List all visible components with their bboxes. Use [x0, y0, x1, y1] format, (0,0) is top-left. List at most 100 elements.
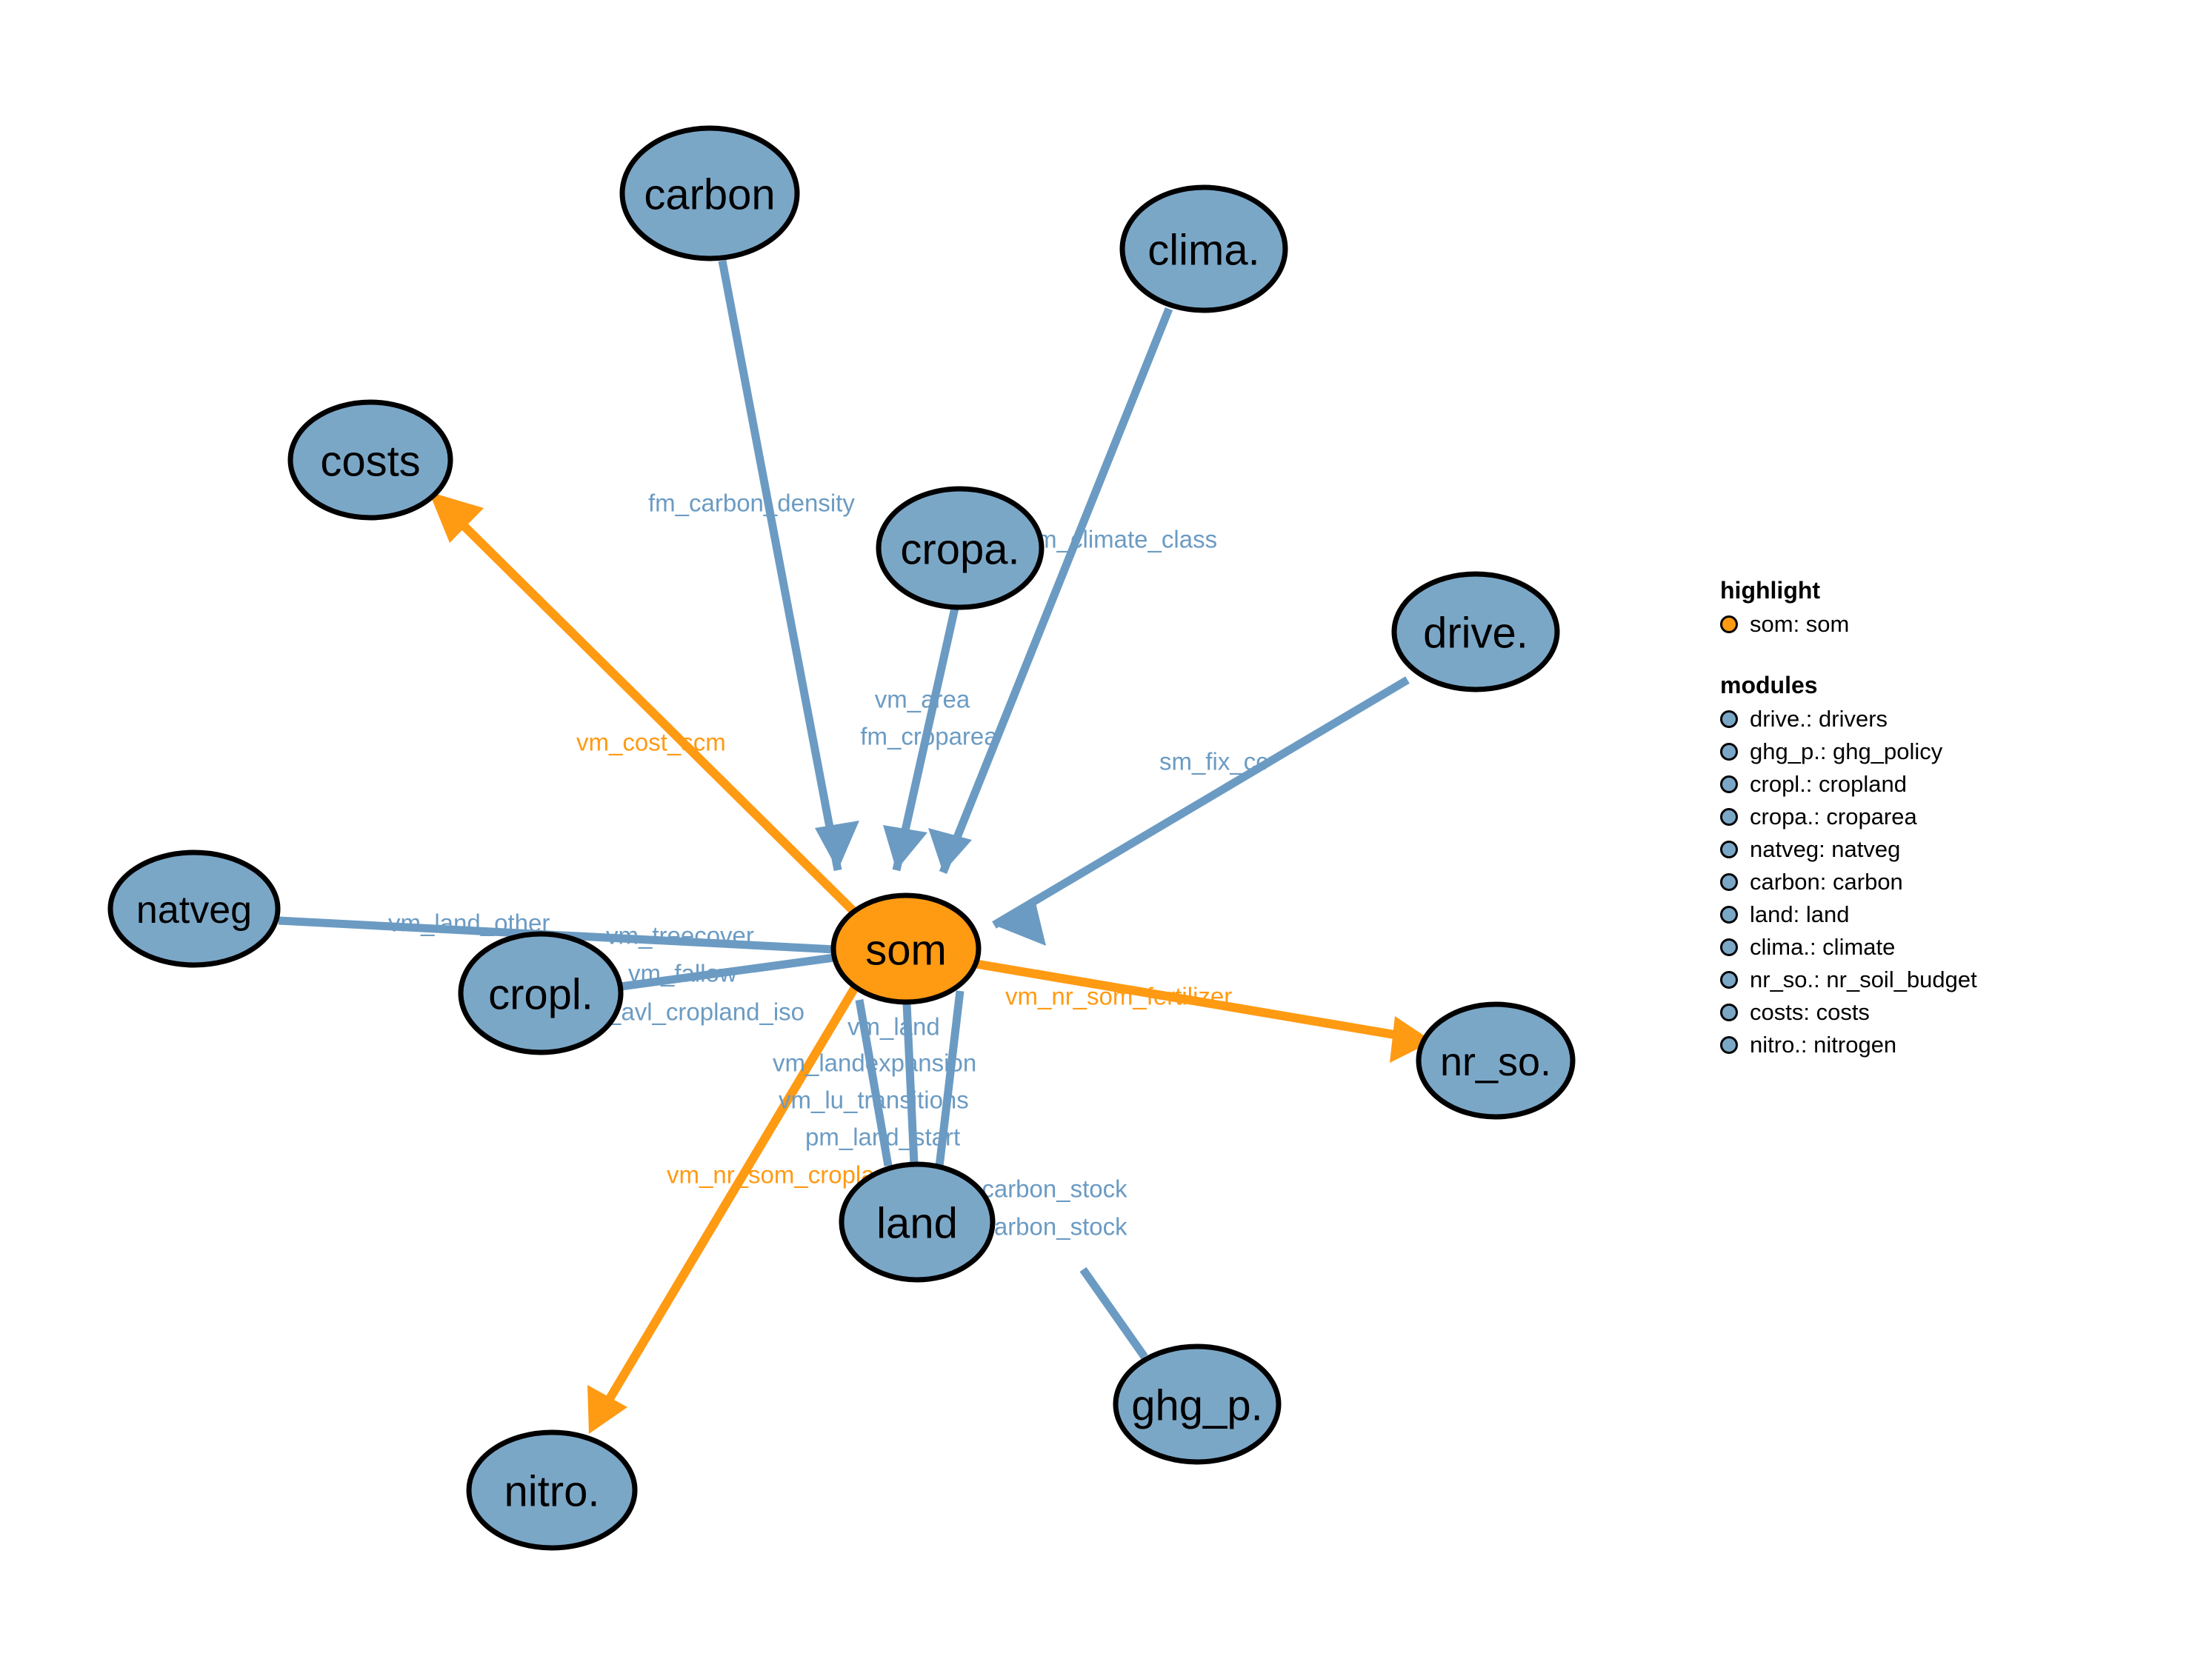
- legend-item[interactable]: nr_so.: nr_soil_budget: [1720, 964, 2135, 996]
- node-shape[interactable]: [876, 486, 1045, 610]
- edge-label: vm_fallow: [628, 960, 737, 987]
- legend-item-label: carbon: carbon: [1750, 869, 1903, 895]
- edge-label: fm_climate_class: [1030, 526, 1217, 553]
- node-layer: carbon clima. costs cropa. drive. natveg cropl…: [107, 125, 1576, 1551]
- node-shape[interactable]: [107, 849, 281, 968]
- node-shape[interactable]: [1113, 1343, 1282, 1465]
- legend-item[interactable]: costs: costs: [1720, 996, 2135, 1029]
- edge-label: pm_land_start: [805, 1124, 960, 1151]
- edge-label: vm_landexpansion: [773, 1049, 976, 1077]
- legend-item[interactable]: ghg_p.: ghg_policy: [1720, 735, 2135, 768]
- legend-marker-circle-icon: [1720, 938, 1738, 956]
- legend-item-label: nr_so.: nr_soil_budget: [1750, 967, 1977, 992]
- edge-label: fm_carbon_density: [648, 490, 855, 517]
- legend-item[interactable]: cropl.: cropland: [1720, 768, 2135, 801]
- edge-som-costs: [429, 492, 861, 918]
- legend-item-label: cropa.: croparea: [1750, 804, 1917, 830]
- legend-marker-circle-icon: [1720, 841, 1738, 858]
- node-label: cropl.: [488, 971, 593, 1019]
- graph-node-nr_so[interactable]: nr_so.: [1416, 1001, 1576, 1120]
- graph-node-nitro[interactable]: nitro.: [466, 1429, 638, 1551]
- legend-title-modules: modules: [1720, 672, 1818, 698]
- edge-label: vm_area: [875, 686, 970, 713]
- node-label: som: [865, 927, 947, 975]
- legend-module-list: drive.: drivers ghg_p.: ghg_policy cropl.:…: [1720, 703, 2135, 1061]
- graph-node-carbon[interactable]: carbon: [619, 125, 800, 261]
- legend-marker-circle-icon: [1720, 873, 1738, 891]
- graph-node-som[interactable]: som: [830, 892, 982, 1005]
- node-label: cropa.: [900, 526, 1019, 574]
- node-label: carbon: [644, 171, 775, 219]
- legend-item[interactable]: drive.: drivers: [1720, 703, 2135, 735]
- legend-panel: highlight som: som modules drive.: drive…: [1720, 574, 2135, 1061]
- legend-item-label: natveg: natveg: [1750, 836, 1901, 862]
- edge-label: vm_nr_som_fertilizer: [1005, 983, 1232, 1010]
- edge-som-nrso: [968, 958, 1433, 1063]
- edge-ghgp-land: [1079, 1266, 1148, 1360]
- legend-item[interactable]: clima.: climate: [1720, 931, 2135, 964]
- edge-label: vm_land: [847, 1013, 940, 1041]
- legend-group-modules: modules drive.: drivers ghg_p.: ghg_polic…: [1720, 669, 2135, 1061]
- edge-label: fm_croparea: [860, 723, 998, 750]
- legend-item[interactable]: nitro.: nitrogen: [1720, 1029, 2135, 1061]
- node-shape[interactable]: [1416, 1001, 1576, 1120]
- legend-item[interactable]: carbon: carbon: [1720, 866, 2135, 898]
- legend-marker-circle-icon: [1720, 775, 1738, 793]
- node-shape[interactable]: [287, 399, 453, 521]
- edge-label: vm_land_other: [388, 909, 550, 937]
- node-shape[interactable]: [1119, 184, 1288, 313]
- edge-label: sm_fix_cc: [1159, 748, 1268, 775]
- legend-item-label: clima.: climate: [1750, 934, 1896, 960]
- edge-cropl-som: [620, 953, 835, 991]
- node-label: ghg_p.: [1131, 1382, 1262, 1430]
- graph-node-ghg_p[interactable]: ghg_p.: [1113, 1343, 1282, 1465]
- legend-marker-circle-icon: [1720, 743, 1738, 761]
- graph-node-clima[interactable]: clima.: [1119, 184, 1288, 313]
- edge-label-layer: fm_carbon_density fm_climate_class vm_area…: [388, 490, 1268, 1241]
- graph-node-drive[interactable]: drive.: [1391, 571, 1560, 692]
- legend-item[interactable]: land: land: [1720, 898, 2135, 931]
- legend-item[interactable]: cropa.: croparea: [1720, 801, 2135, 833]
- node-label: clima.: [1147, 227, 1259, 275]
- node-shape[interactable]: [619, 125, 800, 261]
- edge-layer: [278, 259, 1433, 1434]
- legend-marker-circle-icon: [1720, 1004, 1738, 1021]
- graph-node-land[interactable]: land: [839, 1161, 996, 1283]
- edge-label: vm_lu_transitions: [779, 1086, 969, 1114]
- legend-item-label: costs: costs: [1750, 999, 1870, 1025]
- graph-node-natveg[interactable]: natveg: [107, 849, 281, 968]
- node-shape[interactable]: [458, 931, 624, 1055]
- edge-som-nitro: [587, 982, 861, 1434]
- legend-item[interactable]: natveg: natveg: [1720, 833, 2135, 866]
- legend-marker-circle-icon: [1720, 710, 1738, 728]
- edge-drive-som: [992, 676, 1410, 946]
- legend-item-label: cropl.: cropland: [1750, 771, 1907, 797]
- legend-marker-circle-icon: [1720, 808, 1738, 826]
- node-shape[interactable]: [839, 1161, 996, 1283]
- legend-marker-circle-icon: [1720, 971, 1738, 989]
- node-label: natveg: [136, 889, 252, 932]
- edge-label: vm_cost_scm: [576, 729, 726, 756]
- legend-title-highlight: highlight: [1720, 577, 1821, 604]
- edge-carbon-som: [718, 259, 859, 872]
- legend-item-label: ghg_p.: ghg_policy: [1750, 738, 1943, 764]
- legend-item[interactable]: som: som: [1720, 608, 2135, 641]
- node-label: drive.: [1423, 610, 1528, 658]
- legend-item-label: drive.: drivers: [1750, 706, 1888, 732]
- legend-highlight-list: som: som: [1720, 608, 2135, 641]
- edge-land-som: [855, 990, 965, 1167]
- edge-clima-som: [928, 307, 1173, 875]
- node-shape[interactable]: [830, 892, 982, 1005]
- graph-node-cropa[interactable]: cropa.: [876, 486, 1045, 610]
- graph-node-costs[interactable]: costs: [287, 399, 453, 521]
- legend-item-label: nitro.: nitrogen: [1750, 1032, 1897, 1058]
- node-label: nitro.: [504, 1468, 600, 1516]
- node-shape[interactable]: [1391, 571, 1560, 692]
- legend-marker-circle-icon: [1720, 906, 1738, 924]
- legend-marker-circle-icon: [1720, 1036, 1738, 1054]
- graph-node-cropl[interactable]: cropl.: [458, 931, 624, 1055]
- node-label: costs: [320, 438, 420, 486]
- node-shape[interactable]: [466, 1429, 638, 1551]
- node-label: nr_so.: [1440, 1040, 1551, 1084]
